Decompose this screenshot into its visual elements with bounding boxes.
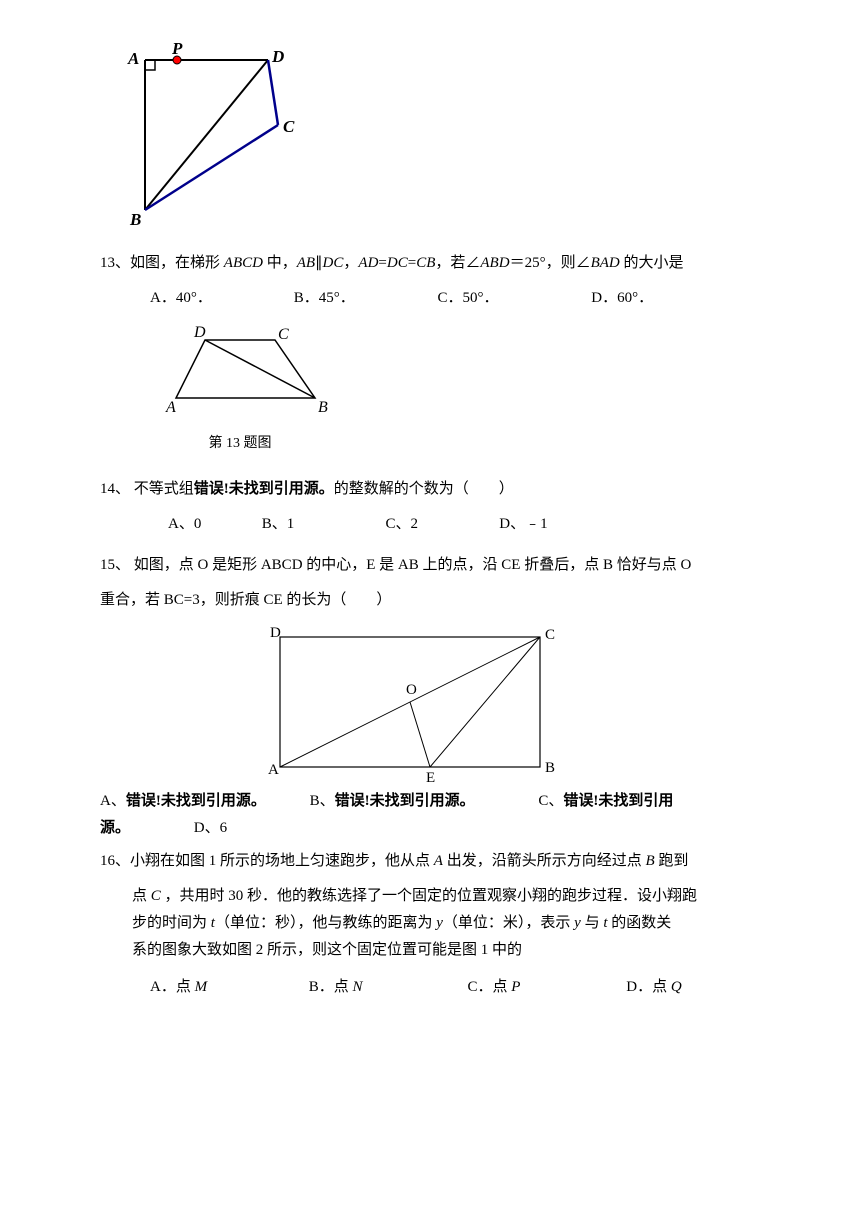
- q16-line4: 系的图象大致如图 2 所示，则这个固定位置可能是图 1 中的: [132, 937, 770, 964]
- q16-opt-b: B．点 N: [309, 974, 464, 1001]
- svg-text:P: P: [171, 40, 183, 58]
- svg-text:D: D: [270, 625, 281, 641]
- q15-err-c: 错误!未找到引用: [563, 788, 673, 815]
- q13-opt-c: C．50°．: [438, 285, 588, 312]
- q16-opt-d: D．点 Q: [626, 974, 681, 1001]
- q14-error: 错误!未找到引用源。: [194, 481, 334, 497]
- q16-opt-c: C．点 P: [468, 974, 623, 1001]
- figure-q12: A P D C B: [120, 40, 770, 230]
- question-16: 16、小翔在如图 1 所示的场地上匀速跑步，他从点 A 出发，沿箭头所示方向经过…: [100, 848, 770, 875]
- q15-err-a: 错误!未找到引用源。: [126, 788, 266, 815]
- q14-opt-c: C、2: [386, 511, 496, 538]
- q14-options: A、0 B、1 C、2 D、﹣1: [168, 511, 770, 538]
- svg-text:C: C: [283, 117, 295, 136]
- q15-err-b: 错误!未找到引用源。: [335, 788, 475, 815]
- q16-options: A．点 M B．点 N C．点 P D．点 Q: [150, 974, 770, 1001]
- svg-text:A: A: [127, 49, 139, 68]
- q16-opt-a: A．点 M: [150, 974, 305, 1001]
- q15-opt-d: D、6: [194, 820, 227, 836]
- fig13-svg: D C A B: [150, 322, 350, 427]
- svg-text:A: A: [268, 762, 279, 778]
- svg-text:C: C: [545, 627, 555, 643]
- q14-number: 14、: [100, 481, 130, 497]
- figure-q13: D C A B 第 13 题图: [150, 322, 770, 456]
- question-14: 14、 不等式组错误!未找到引用源。的整数解的个数为（ ）: [100, 476, 770, 503]
- figure-q15: D C A B O E: [260, 622, 770, 782]
- svg-text:B: B: [318, 399, 328, 416]
- q15-options-line2: 源。 D、6: [100, 815, 770, 842]
- fig15-svg: D C A B O E: [260, 622, 560, 782]
- q16-line2: 点 C ，共用时 30 秒．他的教练选择了一个固定的位置观察小翔的跑步过程．设小…: [132, 883, 770, 910]
- q13-opt-b: B．45°．: [294, 285, 434, 312]
- q13-opt-d: D．60°．: [591, 285, 653, 312]
- q15-opt-b: B、: [310, 788, 335, 815]
- q13-opt-a: A．40°．: [150, 285, 290, 312]
- svg-text:A: A: [165, 399, 176, 416]
- question-15: 15、 如图，点 O 是矩形 ABCD 的中心，E 是 AB 上的点，沿 CE …: [100, 552, 770, 579]
- q15-number: 15、: [100, 557, 130, 573]
- svg-text:O: O: [406, 682, 417, 698]
- svg-text:C: C: [278, 326, 289, 343]
- fig12-svg: A P D C B: [120, 40, 295, 230]
- q15-opt-a: A、: [100, 788, 126, 815]
- q15-opt-c: C、: [538, 788, 563, 815]
- q15-line2: 重合，若 BC=3，则折痕 CE 的长为（ ）: [100, 587, 770, 614]
- q14-opt-b: B、1: [262, 511, 382, 538]
- svg-text:D: D: [271, 47, 284, 66]
- svg-text:E: E: [426, 770, 435, 782]
- q13-options: A．40°． B．45°． C．50°． D．60°．: [150, 285, 770, 312]
- svg-text:B: B: [545, 760, 555, 776]
- q16-number: 16、: [100, 853, 130, 869]
- q15-options: A、错误!未找到引用源。 B、错误!未找到引用源。 C、错误!未找到引用: [100, 788, 770, 815]
- q14-opt-d: D、﹣1: [499, 516, 547, 532]
- fig13-caption: 第 13 题图: [150, 431, 330, 456]
- svg-text:D: D: [193, 324, 206, 341]
- q13-number: 13、: [100, 255, 130, 271]
- question-13: 13、如图，在梯形 ABCD 中，AB∥DC，AD=DC=CB，若∠ABD＝25…: [100, 250, 770, 277]
- q14-opt-a: A、0: [168, 511, 258, 538]
- q16-line3: 步的时间为 t（单位：秒），他与教练的距离为 y（单位：米），表示 y 与 t …: [132, 910, 770, 937]
- svg-text:B: B: [129, 210, 141, 229]
- q15-err-c2: 源。: [100, 820, 130, 836]
